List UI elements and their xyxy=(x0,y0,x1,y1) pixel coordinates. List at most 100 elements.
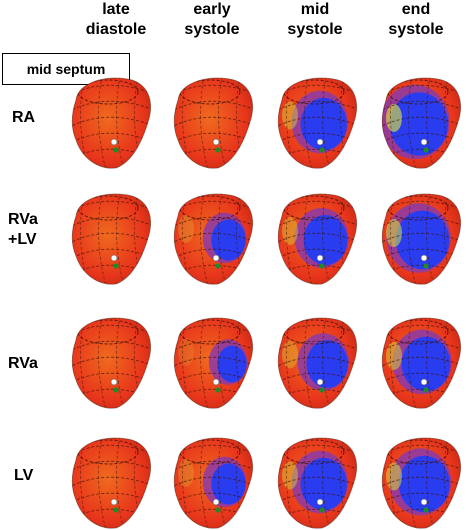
mesh-line xyxy=(116,438,125,529)
mesh-line xyxy=(408,78,417,169)
mesh-line xyxy=(278,148,357,161)
mesh-line xyxy=(304,78,313,169)
low-strain-region xyxy=(398,455,450,513)
mesh-line xyxy=(278,356,357,369)
heart-lv-early-systole xyxy=(173,437,253,529)
heart-outline xyxy=(173,317,253,409)
mesh-line xyxy=(278,84,357,97)
column-header-mid-systole: mid systole xyxy=(265,0,365,40)
mesh-line xyxy=(72,324,151,337)
mesh-line xyxy=(72,148,151,161)
column-header-late-diastole: late diastole xyxy=(66,0,166,40)
mid-septum-marker xyxy=(212,254,220,262)
mesh-line xyxy=(218,438,227,529)
mesh-line xyxy=(116,194,125,285)
mid-septum-marker xyxy=(316,138,324,146)
row-label-text: RVa xyxy=(8,355,38,372)
basal-ring xyxy=(283,79,345,105)
septum-marker-green xyxy=(113,387,119,393)
heart-ra-early-systole xyxy=(173,77,253,169)
mesh-line xyxy=(382,508,461,521)
mesh-line xyxy=(72,232,151,245)
septum-marker-green xyxy=(215,147,221,153)
mesh-line xyxy=(72,460,151,473)
mesh-line xyxy=(382,200,461,213)
heart-outline xyxy=(277,317,357,409)
heart-outline xyxy=(277,77,357,169)
mesh-line xyxy=(174,356,253,369)
mesh-line xyxy=(278,264,357,277)
mesh-line xyxy=(382,340,461,353)
heart-rva-lv-end-systole xyxy=(381,193,461,285)
mesh-line xyxy=(174,444,253,457)
heart-surface xyxy=(174,318,253,409)
heart-outline xyxy=(381,317,461,409)
low-strain-region xyxy=(217,345,247,383)
low-strain-region xyxy=(300,457,347,511)
mesh-line xyxy=(98,318,107,409)
heart-outline xyxy=(71,77,151,169)
mesh-line xyxy=(382,388,461,401)
mesh-line xyxy=(72,444,151,457)
septum-marker-green xyxy=(423,147,429,153)
heart-surface xyxy=(278,194,357,285)
mid-septum-marker xyxy=(212,498,220,506)
heart-rva-early-systole xyxy=(173,317,253,409)
mesh-line xyxy=(72,248,151,261)
column-header-text: early systole xyxy=(184,1,240,38)
septum-marker-green xyxy=(113,147,119,153)
heart-surface xyxy=(382,194,461,285)
mesh-line xyxy=(304,318,313,409)
septum-marker-green xyxy=(423,387,429,393)
myocardium-surface xyxy=(174,78,253,169)
heart-surface xyxy=(72,438,151,529)
heart-outline xyxy=(71,193,151,285)
mesh-line xyxy=(174,508,253,521)
basal-ring xyxy=(283,439,345,465)
mesh-line xyxy=(200,318,209,409)
mesh-line xyxy=(408,194,417,285)
column-header-end-systole: end systole xyxy=(366,0,466,40)
column-header-text: end systole xyxy=(388,1,444,38)
mesh-line xyxy=(382,100,461,113)
low-strain-region xyxy=(300,97,347,151)
mesh-line xyxy=(382,372,461,385)
column-header-text: late diastole xyxy=(85,1,147,38)
heart-outline xyxy=(381,437,461,529)
mesh-line xyxy=(72,356,151,369)
mid-septum-marker xyxy=(110,254,118,262)
basal-ring xyxy=(77,319,139,345)
mesh-line xyxy=(322,318,331,409)
basal-ring xyxy=(179,319,241,345)
mesh-line xyxy=(174,116,253,129)
mid-septum-marker xyxy=(110,378,118,386)
mesh-line xyxy=(278,372,357,385)
heart-surface xyxy=(72,318,151,409)
mesh-line xyxy=(426,194,435,285)
mid-septum-marker xyxy=(420,138,428,146)
basal-ring xyxy=(77,79,139,105)
mid-septum-marker xyxy=(212,138,220,146)
basal-ring xyxy=(179,79,241,105)
mesh-line xyxy=(72,84,151,97)
mesh-line xyxy=(278,232,357,245)
heart-lv-mid-systole xyxy=(277,437,357,529)
heart-surface xyxy=(278,318,357,409)
mesh-line xyxy=(174,388,253,401)
mesh-line xyxy=(278,492,357,505)
mid-septum-marker xyxy=(420,498,428,506)
mesh-line xyxy=(382,356,461,369)
mesh-line xyxy=(426,78,435,169)
mesh-line xyxy=(382,132,461,145)
heart-surface xyxy=(72,78,151,169)
septum-marker-green xyxy=(319,263,325,269)
septum-marker-green xyxy=(319,507,325,513)
heart-outline xyxy=(277,193,357,285)
mesh-line xyxy=(382,148,461,161)
heart-ra-end-systole xyxy=(381,77,461,169)
mid-septum-marker xyxy=(316,498,324,506)
heart-ra-mid-systole xyxy=(277,77,357,169)
low-strain-region xyxy=(389,92,449,156)
myocardium-surface xyxy=(72,438,151,529)
heart-outline xyxy=(173,77,253,169)
